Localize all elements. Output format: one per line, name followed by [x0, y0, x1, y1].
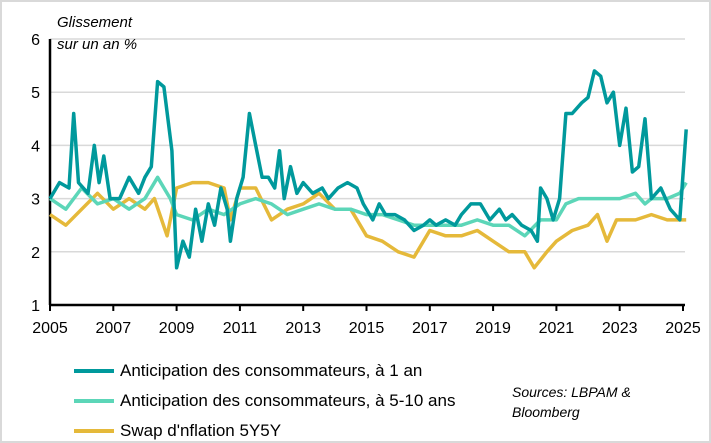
x-tick-label: 2011 — [223, 320, 258, 337]
y-axis-label: Glissement sur un an % — [57, 12, 137, 56]
legend: Anticipation des consommateurs, à 1 an A… — [74, 356, 455, 441]
sources-line-2: Bloomberg — [512, 404, 580, 420]
y-tick-label: 6 — [31, 32, 40, 49]
y-tick-label: 2 — [31, 245, 40, 262]
legend-label-1y: Anticipation des consommateurs, à 1 an — [120, 361, 423, 380]
x-tick-label: 2007 — [96, 320, 132, 337]
sources-line-1: Sources: LBPAM & — [512, 384, 631, 400]
y-axis-label-line-1: Glissement — [57, 14, 133, 31]
legend-swatch-swap — [74, 429, 114, 433]
x-tick-label: 2017 — [412, 320, 448, 337]
legend-item-swap: Swap d'nflation 5Y5Y — [74, 416, 455, 441]
series-line-2 — [49, 175, 688, 238]
x-tick-label: 2009 — [159, 320, 195, 337]
legend-item-1y: Anticipation des consommateurs, à 1 an — [74, 356, 455, 386]
y-tick-label: 3 — [31, 192, 40, 209]
legend-label-5-10y: Anticipation des consommateurs, à 5-10 a… — [120, 391, 456, 410]
x-tick-label: 2021 — [539, 320, 575, 337]
x-tick-label: 2013 — [285, 320, 321, 337]
legend-swatch-1y — [74, 369, 114, 373]
legend-item-5-10y: Anticipation des consommateurs, à 5-10 a… — [74, 386, 455, 416]
y-axis-label-line-2: sur un an % — [57, 36, 138, 53]
x-tick-label: 2005 — [32, 320, 68, 337]
sources-note: Sources: LBPAM & Bloomberg — [512, 382, 631, 422]
x-tick-label: 2025 — [665, 320, 701, 337]
legend-label-swap: Swap d'nflation 5Y5Y — [120, 421, 282, 440]
x-tick-label: 2019 — [475, 320, 511, 337]
y-tick-label: 1 — [31, 298, 40, 315]
series-line-3 — [49, 180, 687, 270]
series-line-1 — [48, 69, 688, 270]
x-tick-label: 2023 — [602, 320, 638, 337]
y-tick-label: 5 — [31, 85, 40, 102]
legend-swatch-5-10y — [74, 399, 114, 403]
x-tick-label: 2015 — [349, 320, 385, 337]
y-tick-label: 4 — [31, 138, 40, 155]
